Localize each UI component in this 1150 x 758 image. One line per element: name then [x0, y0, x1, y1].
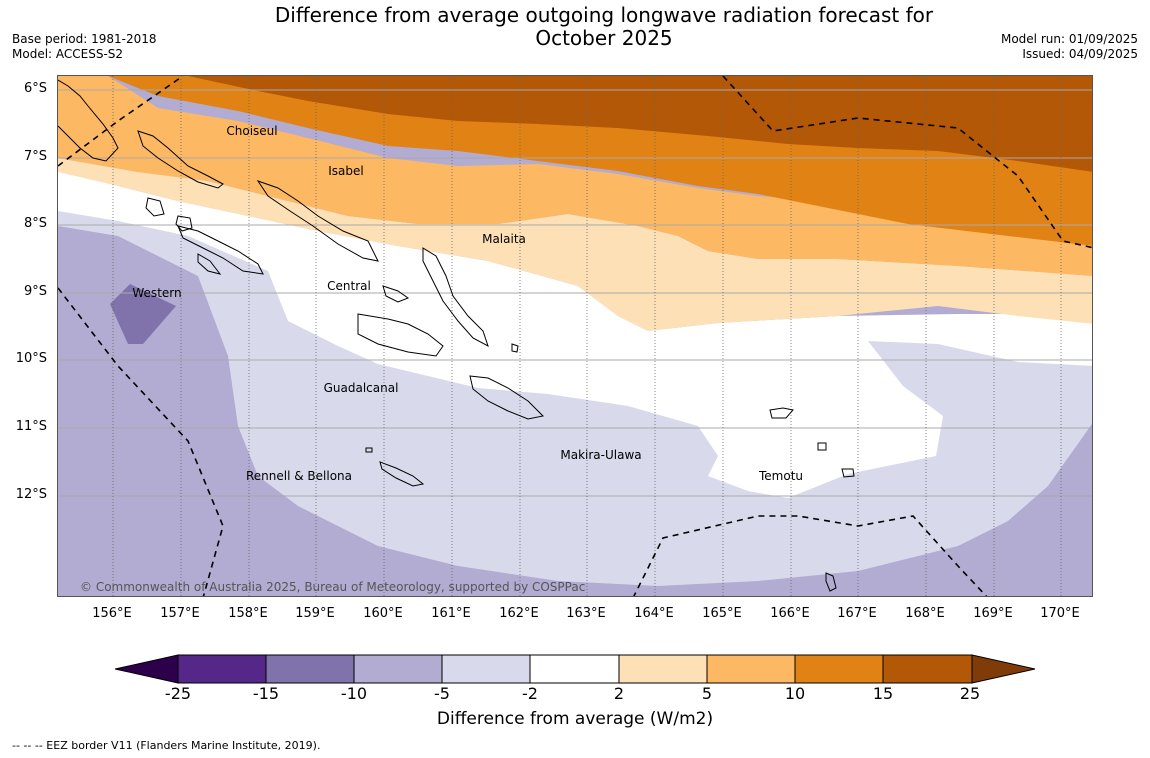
colorbar-segment-neg25-neg15 [177, 654, 267, 684]
band-pos2-pos5 [58, 158, 1092, 331]
vanikoro-island [841, 468, 855, 478]
colorbar-tick: 15 [872, 684, 894, 703]
band-neg2-pos2-inner [288, 256, 528, 346]
lon-label-168e: 168°E [905, 606, 945, 621]
eez-border-west [58, 287, 224, 596]
vella-lavella-island [145, 197, 165, 217]
colorbar-segment-pos15-pos25 [882, 654, 973, 684]
lat-label-10s: 10°S [15, 351, 47, 366]
colorbar-tick: -15 [252, 684, 280, 703]
place-label-guadalcanal: Guadalcanal [323, 381, 399, 395]
rennell-island [379, 461, 425, 487]
map-canvas [58, 76, 1092, 596]
place-label-isabel: Isabel [328, 164, 364, 178]
bellona-island [365, 447, 373, 453]
anuta-island [825, 572, 837, 592]
colorbar-tick: 5 [701, 684, 713, 703]
lat-label-6s: 6°S [23, 81, 47, 96]
makira-island [469, 375, 545, 420]
lon-label-160e: 160°E [363, 606, 403, 621]
colorbar-over-arrow [971, 654, 1036, 684]
lon-label-170e: 170°E [1040, 606, 1080, 621]
model-name: Model: ACCESS-S2 [12, 47, 124, 61]
rendova-island [197, 253, 222, 275]
lon-label-158e: 158°E [228, 606, 268, 621]
copyright-notice: © Commonwealth of Australia 2025, Bureau… [80, 580, 586, 594]
kolombangara-island [175, 215, 193, 232]
lon-label-159e: 159°E [295, 606, 335, 621]
colorbar-tick: -5 [434, 684, 450, 703]
band-pos15-pos25 [188, 76, 1092, 172]
longitude-gridlines [112, 76, 1062, 596]
lat-label-7s: 7°S [23, 149, 47, 164]
band-neg2-pos2 [58, 168, 1092, 498]
issued-date: Issued: 04/09/2025 [1022, 47, 1138, 61]
colorbar-tick: -2 [522, 684, 538, 703]
eez-border-northwest [58, 76, 184, 167]
colorbar-tick: -10 [340, 684, 368, 703]
lat-label-8s: 8°S [23, 216, 47, 231]
title-line-2: October 2025 [535, 26, 673, 50]
colorbar-label: Difference from average (W/m2) [436, 709, 714, 729]
base-info: Base period: 1981-2018 Model: ACCESS-S2 [12, 32, 157, 62]
colorbar-segment-pos2-pos5 [618, 654, 708, 684]
eez-border-south [633, 515, 988, 596]
lon-label-167e: 167°E [837, 606, 877, 621]
santa-cruz-island [769, 407, 794, 419]
colorbar-tick: 25 [959, 684, 981, 703]
map-title: Difference from average outgoing longwav… [0, 4, 1150, 50]
place-label-temotu: Temotu [758, 469, 804, 483]
isabel-island [256, 180, 379, 262]
place-label-western: Western [132, 286, 182, 300]
choiseul-island [137, 130, 224, 189]
band-pos5-pos10 [58, 76, 1092, 276]
colorbar-segment-neg5-neg2 [441, 654, 531, 684]
lon-label-156e: 156°E [92, 606, 132, 621]
colorbar-tick: 2 [613, 684, 625, 703]
utupua-island [817, 442, 827, 451]
forecast-map [57, 75, 1093, 597]
lon-label-162e: 162°E [499, 606, 539, 621]
colorbar-segment-pos5-pos10 [706, 654, 796, 684]
band-neg15-neg10 [110, 284, 176, 344]
place-label-malaita: Malaita [482, 232, 526, 246]
colorbar-segment-pos10-pos15 [794, 654, 884, 684]
island-outlines [58, 79, 855, 592]
colorbar-segment-neg10-neg5 [353, 654, 443, 684]
colorbar-under-arrow [115, 654, 179, 684]
place-label-rennell-bellona: Rennell & Bellona [245, 469, 353, 483]
florida-islands [382, 285, 410, 303]
lon-label-163e: 163°E [566, 606, 606, 621]
lon-label-161e: 161°E [431, 606, 471, 621]
base-period: Base period: 1981-2018 [12, 32, 157, 46]
colorbar-segment-neg15-neg10 [265, 654, 355, 684]
eez-border-note: -- -- -- EEZ border V11 (Flanders Marine… [12, 739, 321, 752]
model-run: Model run: 01/09/2025 [1000, 32, 1138, 46]
lat-label-11s: 11°S [15, 419, 47, 434]
latitude-gridlines [58, 89, 1092, 497]
place-label-choiseul: Choiseul [226, 124, 278, 138]
place-label-makira-ulawa: Makira-Ulawa [560, 448, 642, 462]
colorbar-frame [177, 654, 973, 684]
lat-label-9s: 9°S [23, 284, 47, 299]
colorbar-tick: -25 [164, 684, 192, 703]
lat-label-12s: 12°S [15, 487, 47, 502]
bougainville-island [58, 79, 119, 162]
guadalcanal-island [357, 313, 444, 357]
colorbar-tick: 10 [784, 684, 806, 703]
eez-borders [58, 76, 1092, 596]
ulawa-island [511, 343, 519, 353]
place-label-central: Central [327, 279, 371, 293]
lon-label-157e: 157°E [160, 606, 200, 621]
colorbar-legend [115, 654, 1036, 684]
lon-label-165e: 165°E [702, 606, 742, 621]
lon-label-169e: 169°E [973, 606, 1013, 621]
colorbar-segment-neg2-pos2 [529, 654, 620, 684]
run-info: Model run: 01/09/2025 Issued: 04/09/2025 [1001, 32, 1138, 62]
lon-label-166e: 166°E [770, 606, 810, 621]
new-georgia-islands [177, 225, 264, 275]
title-line-1: Difference from average outgoing longwav… [274, 3, 934, 27]
lon-label-164e: 164°E [634, 606, 674, 621]
malaita-island [422, 247, 489, 348]
